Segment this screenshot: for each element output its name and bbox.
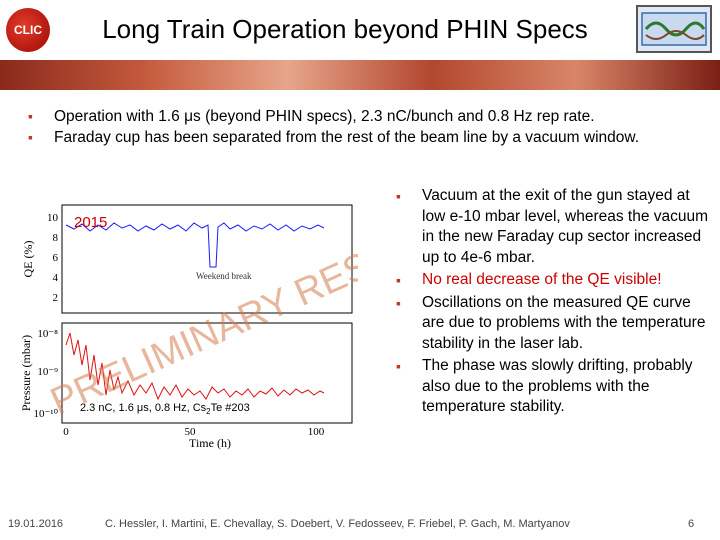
xlabel: Time (h) xyxy=(189,436,231,450)
figure-caption: 2.3 nC, 1.6 μs, 0.8 Hz, Cs2Te #203 xyxy=(80,402,250,416)
bottom-ylabel: Pressure (mbar) xyxy=(19,335,33,411)
right-bullet-item: ▪ Vacuum at the exit of the gun stayed a… xyxy=(396,187,709,266)
bullet-item: ▪ Operation with 1.6 μs (beyond PHIN spe… xyxy=(28,108,595,125)
top-ylabel: QE (%) xyxy=(21,241,35,278)
right-bullets: ▪ Vacuum at the exit of the gun stayed a… xyxy=(396,186,716,420)
header-band xyxy=(0,60,720,90)
right-bullet-item: ▪ Oscillations on the measured QE curve … xyxy=(396,293,706,352)
bullet-square-icon: ▪ xyxy=(28,108,33,124)
pressure-curve xyxy=(65,332,325,401)
bullet-item: ▪ Faraday cup has been separated from th… xyxy=(28,129,640,146)
slide-title: Long Train Operation beyond PHIN Specs xyxy=(102,14,588,44)
qe-pressure-figure: QE (%) 10 8 6 4 2 Weekend break 2015 Pre… xyxy=(18,195,440,455)
bottom-ytick: 10⁻⁹ xyxy=(37,366,58,378)
top-ytick: 4 xyxy=(53,272,59,284)
right-bullet-item: ▪ The phase was slowly drifting, probabl… xyxy=(396,357,693,415)
top-ytick: 2 xyxy=(53,292,59,304)
bullet-square-icon: ▪ xyxy=(396,294,401,311)
footer-page-number: 6 xyxy=(688,518,695,530)
right-bullet-item: ▪ No real decrease of the QE visible! xyxy=(396,270,716,291)
top-ytick: 6 xyxy=(53,252,59,264)
top-ytick: 10 xyxy=(47,212,59,224)
clic-logo: CLIC xyxy=(6,8,50,52)
bullet-square-icon: ▪ xyxy=(28,129,33,145)
bottom-ytick: 10⁻⁸ xyxy=(37,328,58,340)
bullet-square-icon: ▪ xyxy=(396,272,401,288)
footer-authors: C. Hessler, I. Martini, E. Chevallay, S.… xyxy=(105,518,570,530)
year-label: 2015 xyxy=(74,214,107,231)
footer-date: 19.01.2016 xyxy=(8,518,64,530)
bottom-ytick: 10⁻¹⁰ xyxy=(33,408,58,420)
event-label: Weekend break xyxy=(196,271,252,281)
bullet-square-icon: ▪ xyxy=(396,358,401,374)
bullet-square-icon: ▪ xyxy=(396,188,401,204)
qe-curve xyxy=(65,222,325,268)
xtick: 50 xyxy=(185,426,197,438)
xtick: 0 xyxy=(63,426,69,438)
top-bullets: ▪ Operation with 1.6 μs (beyond PHIN spe… xyxy=(28,106,708,148)
top-ytick: 8 xyxy=(53,232,59,244)
project-badge xyxy=(636,5,712,53)
xtick: 100 xyxy=(308,426,325,438)
